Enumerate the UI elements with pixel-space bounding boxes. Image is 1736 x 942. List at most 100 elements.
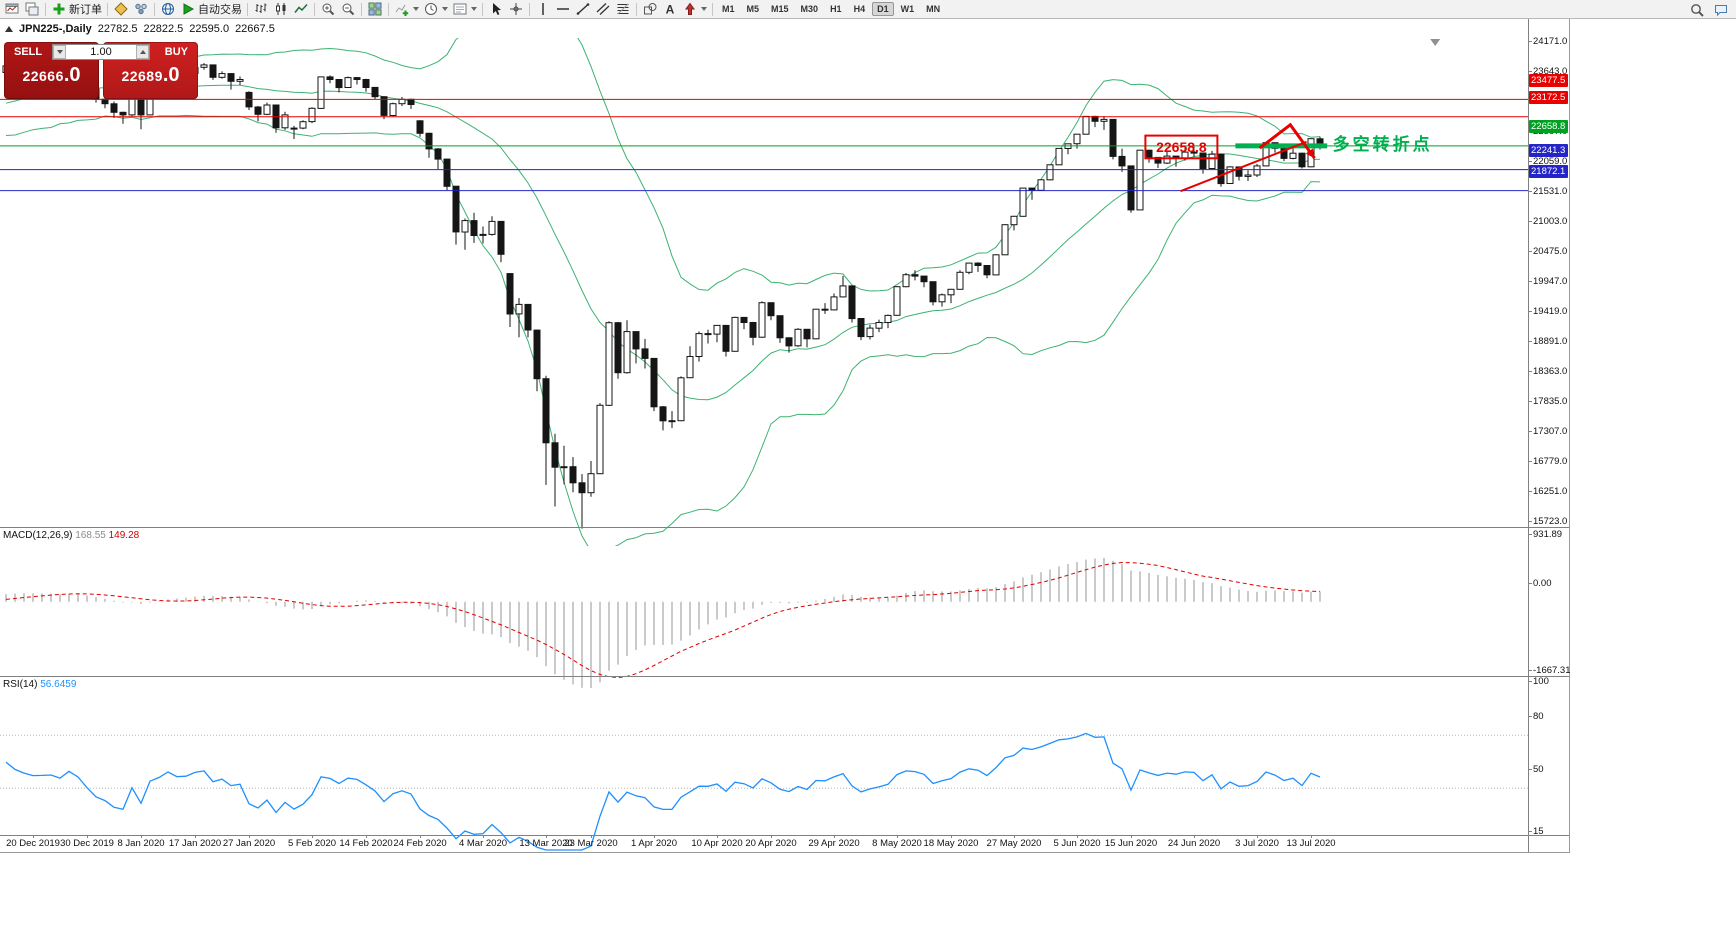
new-order-button[interactable]: 新订单: [49, 0, 104, 18]
hline-icon: [555, 1, 571, 17]
bollinger-upper-band: [5, 38, 1321, 292]
timeframe-m1-button[interactable]: M1: [722, 4, 735, 14]
toolbar-separator: [636, 2, 637, 16]
candle-chart-button[interactable]: [271, 0, 291, 18]
community-chat-button[interactable]: [1711, 1, 1731, 19]
line-chart-icon: [293, 1, 309, 17]
channel-icon: [595, 1, 611, 17]
trendline-button[interactable]: [573, 0, 593, 18]
web-icon: [160, 1, 176, 17]
timeframe-h1-button[interactable]: H1: [830, 4, 842, 14]
autotrading-button[interactable]: 自动交易: [178, 0, 244, 18]
chart-profile-icon: [24, 1, 40, 17]
autotrading-button-label: 自动交易: [198, 4, 242, 16]
market-watch-button[interactable]: [111, 0, 131, 18]
timeframe-m15-button[interactable]: M15: [771, 4, 789, 14]
chevron-down-icon: [442, 7, 448, 11]
timeframe-h4-button[interactable]: H4: [853, 4, 866, 14]
timeframe-m30-button[interactable]: M30: [800, 4, 819, 14]
bar-chart-button[interactable]: [251, 0, 271, 18]
toolbar-separator: [388, 2, 389, 16]
line-chart-button[interactable]: [291, 0, 311, 18]
macd-main-value: 168.55: [75, 530, 106, 541]
indicators-icon: [394, 1, 410, 17]
vertical-line-button[interactable]: [533, 0, 553, 18]
timeframe-mn-button[interactable]: MN: [926, 4, 941, 14]
zoom-out-button[interactable]: [338, 0, 358, 18]
arrows-button[interactable]: [680, 0, 709, 18]
chevron-down-icon: [413, 7, 419, 11]
volume-decrement-button[interactable]: [53, 45, 66, 59]
macd-pane-canvas[interactable]: [0, 547, 1570, 695]
candlestick-series: [2, 63, 1324, 529]
templates-button[interactable]: [450, 0, 479, 18]
pane-divider[interactable]: [0, 527, 1570, 528]
horizontal-line-button[interactable]: [553, 0, 573, 18]
equidistant-channel-button[interactable]: [593, 0, 613, 18]
zoom-in-button[interactable]: [318, 0, 338, 18]
macd-name: MACD(12,26,9): [3, 530, 73, 541]
chart-window[interactable]: 22658.8 多空转折点: [0, 19, 1570, 853]
chevron-down-icon: [471, 7, 477, 11]
volume-stepper[interactable]: 1.00: [52, 44, 150, 60]
crosshair-button[interactable]: [506, 0, 526, 18]
indicators-button[interactable]: [392, 0, 421, 18]
symbol-period-label: JPN225-,Daily: [19, 23, 92, 35]
pane-divider[interactable]: [0, 676, 1570, 677]
template-icon: [452, 1, 468, 17]
autotrade-icon: [180, 1, 196, 17]
low-value: 22595.0: [189, 23, 230, 35]
main-chart-canvas[interactable]: 22658.8 多空转折点: [0, 38, 1570, 546]
buy-price: 22689.0: [103, 64, 198, 87]
one-click-collapse-arrow[interactable]: [5, 26, 13, 32]
tile-windows-button[interactable]: [365, 0, 385, 18]
sell-label: SELL: [14, 46, 43, 58]
price-annotation-box[interactable]: [1144, 134, 1219, 160]
arrow-tools-icon: [682, 1, 698, 17]
toolbar-separator: [314, 2, 315, 16]
data-window-icon: [133, 1, 149, 17]
chart-title: JPN225-,Daily 22782.5 22822.5 22595.0 22…: [5, 23, 275, 35]
bollinger-bands: [5, 38, 1321, 546]
red-arrow[interactable]: [1258, 122, 1316, 160]
profiles-button[interactable]: [22, 0, 42, 18]
new-order-icon: [51, 1, 67, 17]
toolbar-separator: [247, 2, 248, 16]
fibonacci-button[interactable]: [613, 0, 633, 18]
price-axis[interactable]: [1528, 19, 1570, 852]
volume-value[interactable]: 1.00: [90, 46, 112, 58]
text-icon: A: [662, 1, 678, 17]
zoom-out-icon: [340, 1, 356, 17]
red-trendline[interactable]: [1180, 140, 1307, 193]
text-button[interactable]: A: [660, 0, 680, 18]
toolbar-separator: [482, 2, 483, 16]
new-order-button-label: 新订单: [69, 4, 102, 16]
sell-price-frac: .0: [63, 64, 81, 86]
toolbar-separator: [154, 2, 155, 16]
red-arrowhead: [1305, 148, 1315, 159]
timeframe-w1-button[interactable]: W1: [900, 4, 915, 14]
rsi-pane-canvas[interactable]: [0, 696, 1570, 854]
cursor-icon: [488, 1, 504, 17]
zoom-in-icon: [320, 1, 336, 17]
one-click-trading-panel: SELL 22666.0 BUY 22689.0 1.00: [4, 42, 198, 99]
rsi-line: [5, 732, 1321, 851]
chart-shift-marker[interactable]: [1430, 39, 1441, 46]
macd-signal-value: 149.28: [108, 530, 140, 541]
vline-icon: [535, 1, 551, 17]
web-terminal-button[interactable]: [158, 0, 178, 18]
volume-increment-button[interactable]: [136, 45, 149, 59]
periods-button[interactable]: [421, 0, 450, 18]
shapes-button[interactable]: [640, 0, 660, 18]
search-button[interactable]: [1687, 1, 1707, 19]
timeframe-m5-button[interactable]: M5: [746, 4, 760, 14]
pivot-point-cn-label[interactable]: 多空转折点: [1333, 134, 1433, 154]
price-annotation-text: 22658.8: [1156, 139, 1207, 155]
timeframe-d1-button[interactable]: D1: [872, 2, 894, 16]
new-chart-button[interactable]: [2, 0, 22, 18]
data-window-button[interactable]: [131, 0, 151, 18]
macd-signal-line: [5, 561, 1321, 679]
cursor-button[interactable]: [486, 0, 506, 18]
crosshair-icon: [508, 1, 524, 17]
window-bottom-border: [0, 852, 1570, 853]
